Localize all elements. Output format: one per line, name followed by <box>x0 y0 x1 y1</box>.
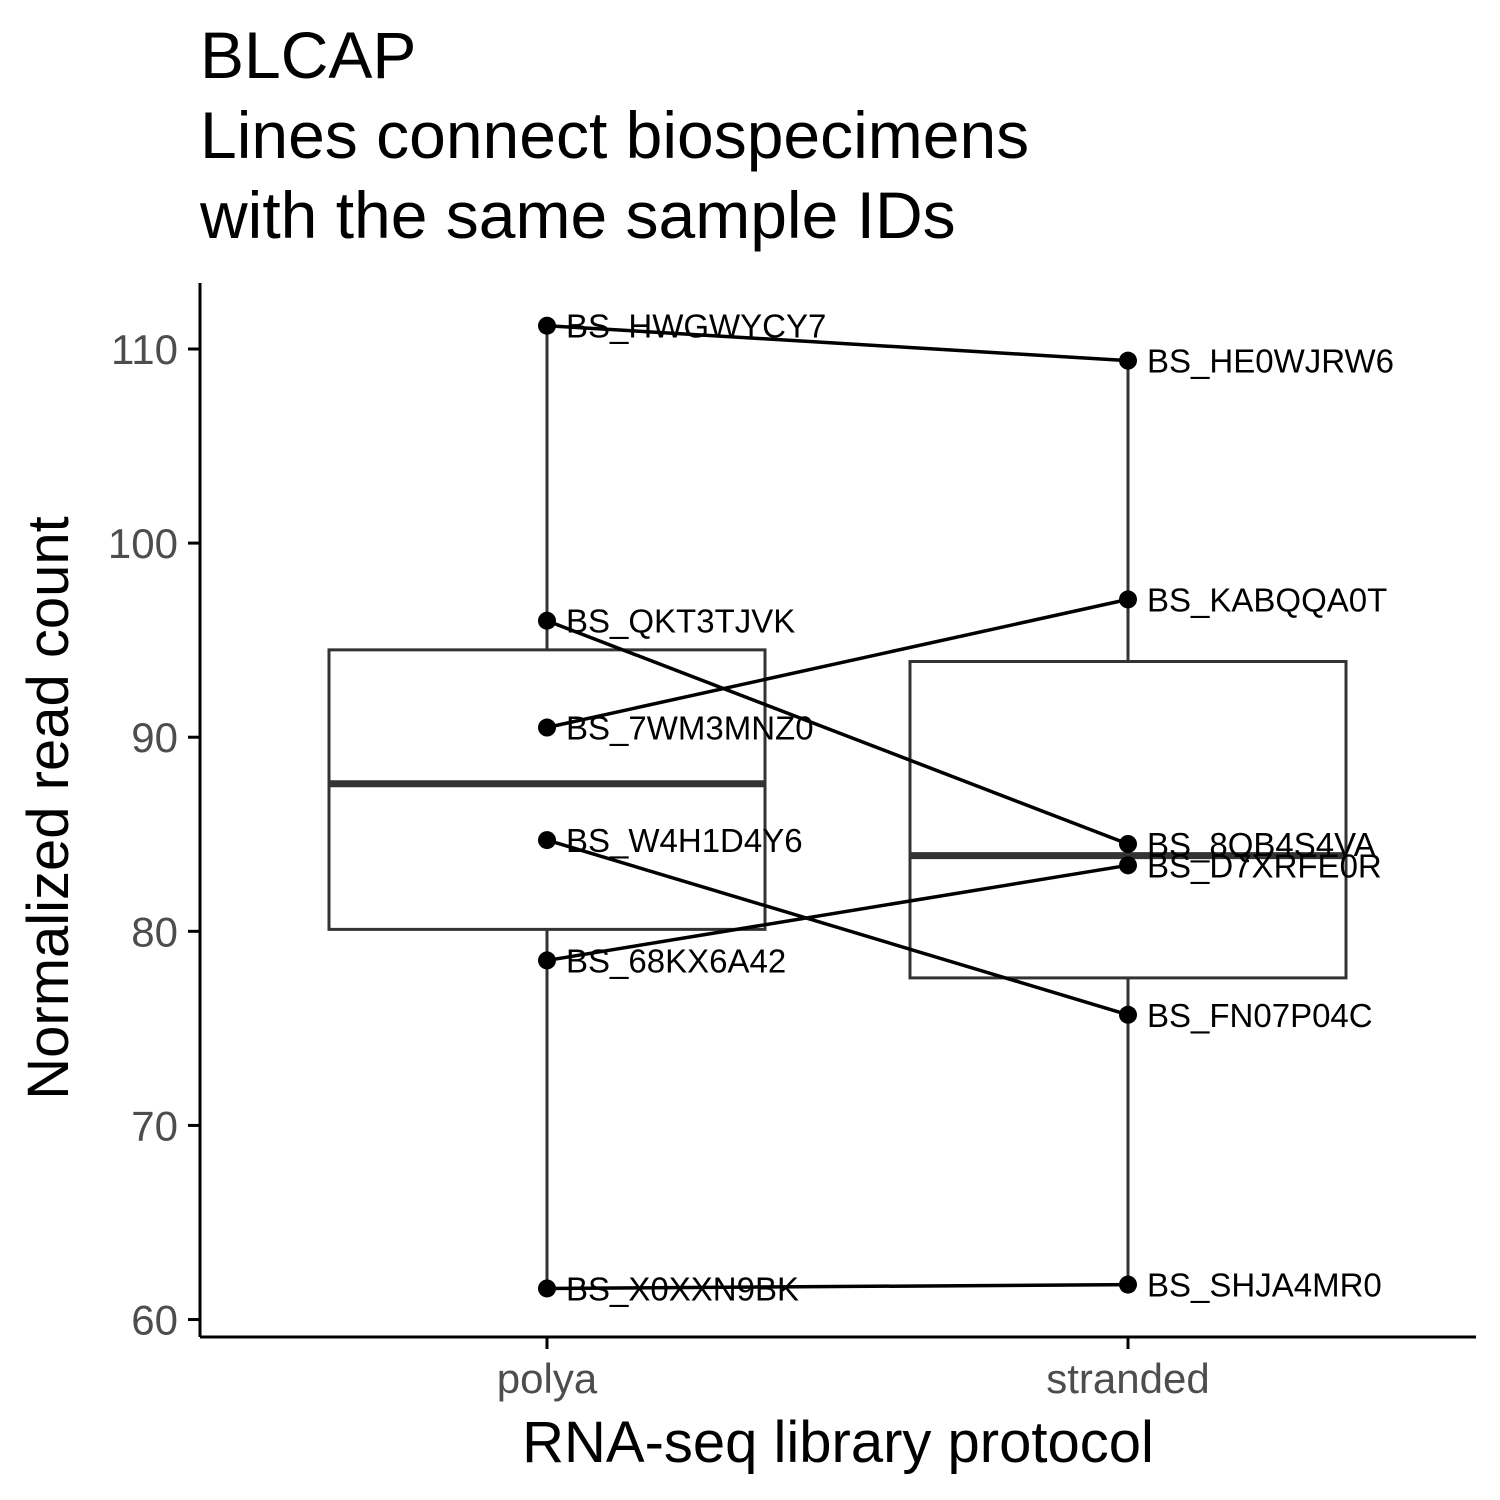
y-tick-label-80: 80 <box>131 908 178 955</box>
axes-layer: 60 70 80 90 100 110 polya stranded <box>108 283 1476 1402</box>
data-point-bs-he0wjrw6 <box>1119 351 1137 370</box>
y-tick-label-70: 70 <box>131 1102 178 1149</box>
data-point-bs-hwgwycy7 <box>538 316 556 335</box>
data-point-bs-fn07p04c <box>1119 1005 1137 1024</box>
point-label-bs-qkt3tjvk: BS_QKT3TJVK <box>566 603 795 640</box>
connector-line-bs-hwgwycy7 <box>546 323 1129 363</box>
point-label-bs-kabqqa0t: BS_KABQQA0T <box>1147 581 1387 618</box>
chart-subtitle-line-1: Lines connect biospecimens <box>200 98 1029 172</box>
connector-lines-layer <box>546 323 1129 1291</box>
connector-line-bs-68kx6a42 <box>546 863 1129 963</box>
point-label-bs-w4h1d4y6: BS_W4H1D4Y6 <box>566 822 803 859</box>
connector-line-bs-7wm3mnz0 <box>546 597 1129 730</box>
data-point-bs-68kx6a42 <box>538 951 556 970</box>
y-tick-label-100: 100 <box>108 520 178 567</box>
point-label-bs-8qb4s4va: BS_8QB4S4VA <box>1147 826 1376 863</box>
boxes-layer <box>327 325 1348 1289</box>
connector-line-bs-w4h1d4y6 <box>546 838 1129 1017</box>
points-layer <box>538 316 1137 1298</box>
chart-subtitle-line-2: with the same sample IDs <box>199 178 956 252</box>
point-label-bs-shja4mr0: BS_SHJA4MR0 <box>1147 1267 1382 1304</box>
connector-line-bs-x0xxn9bk <box>546 1282 1129 1291</box>
x-tick-label-stranded: stranded <box>1046 1355 1209 1402</box>
data-point-bs-x0xxn9bk <box>538 1279 556 1298</box>
data-point-bs-d7xrfe0r <box>1119 856 1137 875</box>
y-tick-label-110: 110 <box>111 326 178 373</box>
connector-line-bs-qkt3tjvk <box>546 619 1129 846</box>
y-tick-label-90: 90 <box>131 714 178 761</box>
data-point-bs-kabqqa0t <box>1119 590 1137 609</box>
box-stranded <box>908 660 1348 980</box>
point-label-bs-68kx6a42: BS_68KX6A42 <box>566 942 786 979</box>
y-axis-title: Normalized read count <box>16 516 81 1100</box>
data-point-bs-qkt3tjvk <box>538 611 556 630</box>
data-point-bs-8qb4s4va <box>1119 834 1137 853</box>
data-point-bs-w4h1d4y6 <box>538 831 556 850</box>
data-point-bs-7wm3mnz0 <box>538 718 556 737</box>
point-labels-layer: BS_HWGWYCY7 BS_QKT3TJVK BS_7WM3MNZ0 BS_W4H1… <box>566 308 1394 1308</box>
point-label-bs-hwgwycy7: BS_HWGWYCY7 <box>566 308 826 345</box>
x-axis-title: RNA-seq library protocol <box>522 1410 1154 1475</box>
chart-title: BLCAP <box>200 18 416 92</box>
point-label-bs-he0wjrw6: BS_HE0WJRW6 <box>1147 343 1394 380</box>
point-label-bs-d7xrfe0r: BS_D7XRFE0R <box>1147 847 1382 884</box>
point-label-bs-7wm3mnz0: BS_7WM3MNZ0 <box>566 710 814 747</box>
y-tick-label-60: 60 <box>131 1297 178 1344</box>
point-label-bs-fn07p04c: BS_FN07P04C <box>1147 997 1373 1034</box>
data-point-bs-shja4mr0 <box>1119 1275 1137 1294</box>
point-label-bs-x0xxn9bk: BS_X0XXN9BK <box>566 1270 799 1307</box>
x-tick-label-polya: polya <box>497 1355 598 1402</box>
